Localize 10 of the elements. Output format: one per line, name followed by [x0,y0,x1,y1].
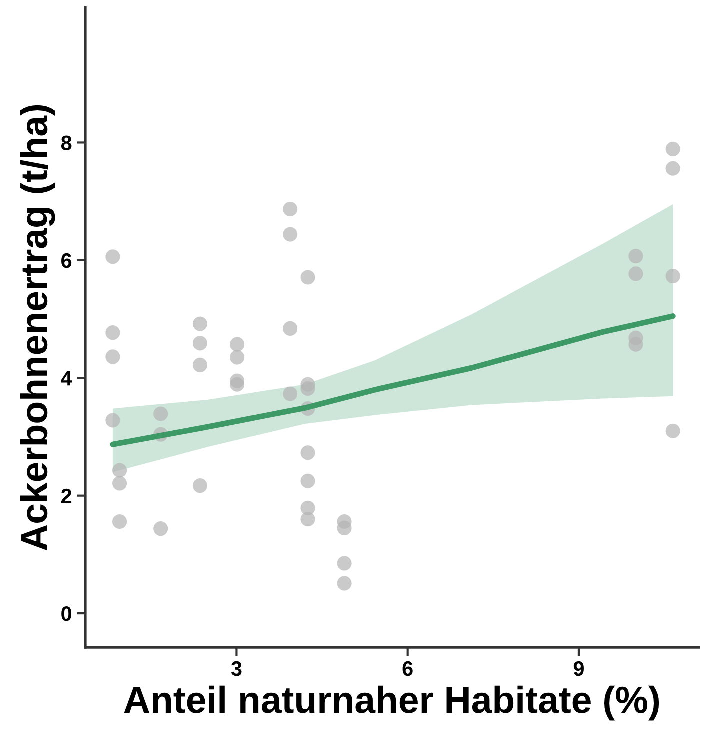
y-tick-label: 2 [62,488,72,504]
y-tick-label: 8 [61,136,72,150]
y-tick-label: 0 [62,606,72,622]
y-tick-label: 4 [61,371,72,386]
x-tick-label: 3 [231,661,242,676]
x-tick-label: 6 [402,661,413,676]
y-tick-label: 6 [62,253,72,268]
x-tick-label: 9 [574,661,584,676]
x-axis-title: Anteil naturnaher Habitate (%) [124,686,660,721]
y-axis-title: Ackerbohnenertrag (t/ha) [20,105,56,551]
